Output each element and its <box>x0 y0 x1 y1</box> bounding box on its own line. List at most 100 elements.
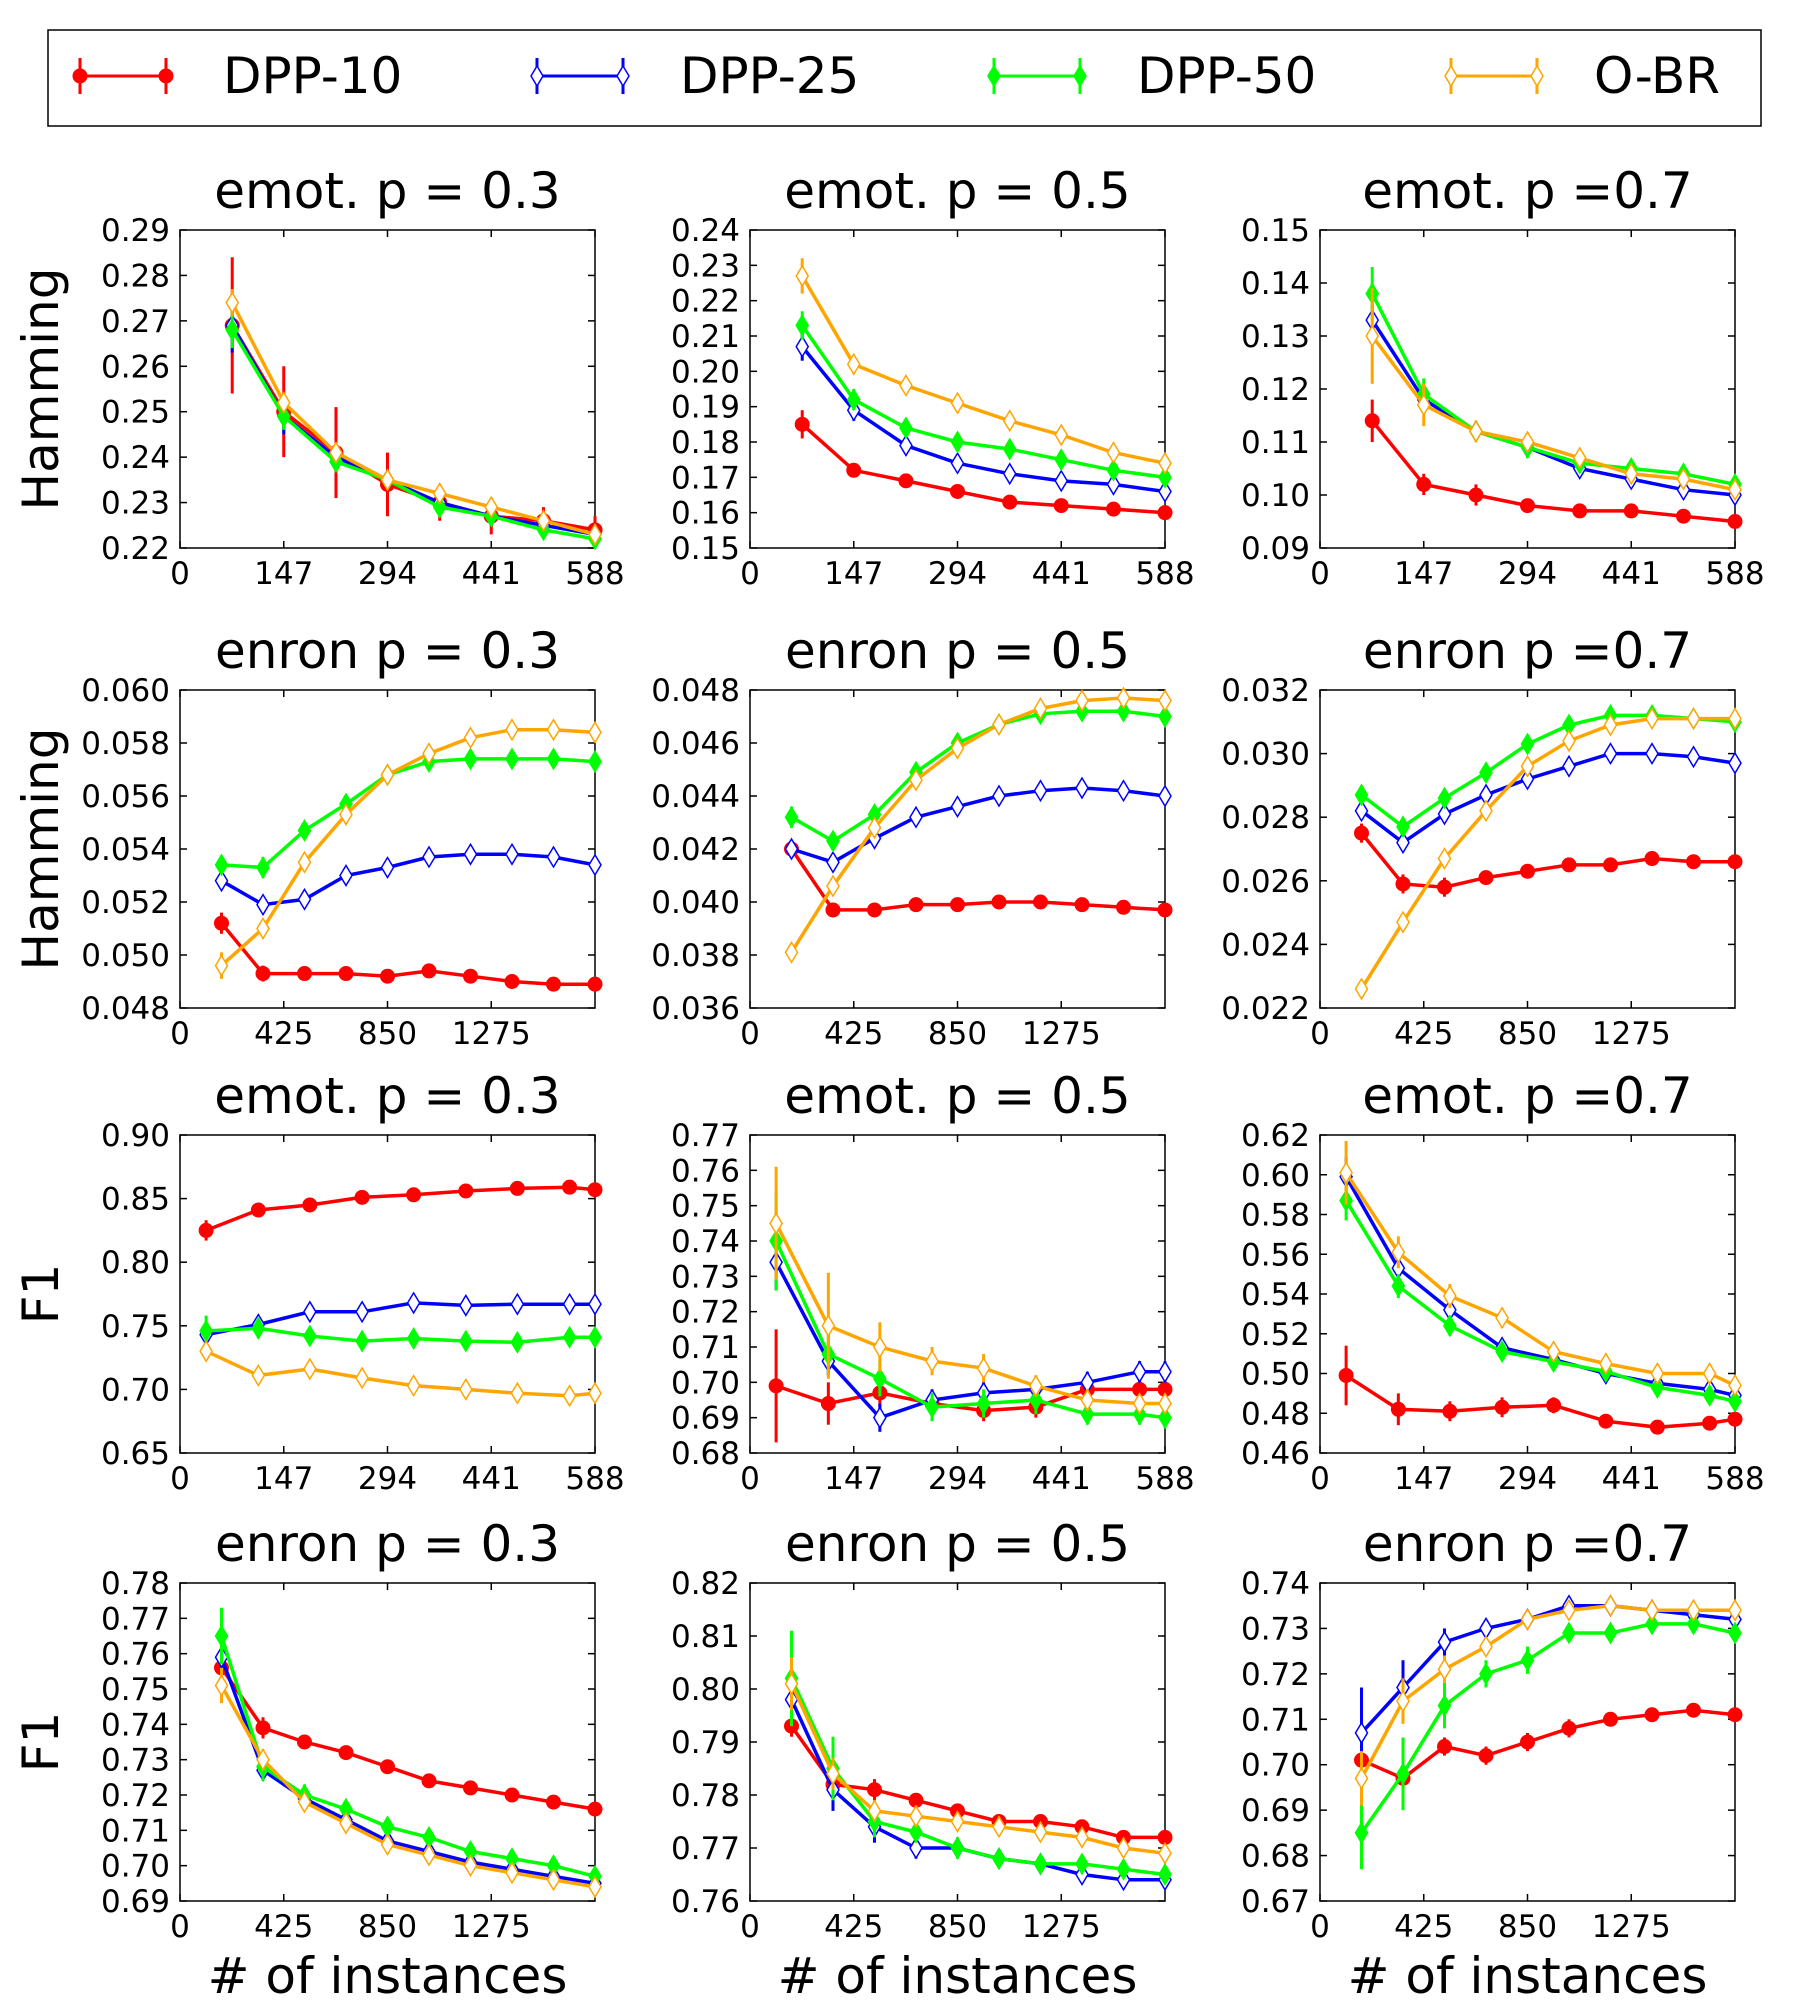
x-tick-label: 0 <box>170 1461 190 1497</box>
data-point <box>867 902 882 918</box>
data-point <box>509 1180 525 1196</box>
data-point <box>1080 1402 1095 1426</box>
x-tick-label: 0 <box>1310 1909 1330 1945</box>
data-point <box>1728 478 1742 502</box>
data-point <box>355 1329 369 1353</box>
y-tick-label: 0.82 <box>671 1566 740 1602</box>
series-line <box>1370 419 1736 524</box>
y-tick-label: 0.13 <box>1241 319 1310 355</box>
data-point <box>1728 1621 1742 1645</box>
data-point <box>784 837 799 861</box>
series-dpp-50 <box>199 1315 602 1354</box>
data-point <box>1080 1388 1095 1412</box>
data-point <box>992 1847 1006 1871</box>
y-tick-label: 0.70 <box>101 1849 170 1885</box>
x-tick-label: 1275 <box>1592 1909 1671 1945</box>
y-tick-label: 0.72 <box>101 1778 170 1814</box>
data-point <box>1561 857 1577 873</box>
y-tick-label: 0.76 <box>671 1884 740 1920</box>
y-tick-label: 0.65 <box>101 1436 170 1472</box>
data-point <box>329 441 343 465</box>
x-tick-label: 0 <box>740 1461 760 1497</box>
x-tick-label: 294 <box>928 1461 987 1497</box>
data-point <box>1561 1720 1577 1736</box>
y-tick-label: 0.74 <box>671 1224 740 1260</box>
x-tick-label: 850 <box>928 1909 987 1945</box>
data-point <box>562 1384 577 1408</box>
data-point <box>1002 409 1017 433</box>
y-tick-label: 0.71 <box>1241 1702 1310 1738</box>
series-line <box>1360 1603 1736 1735</box>
series-line <box>206 1326 595 1345</box>
data-point <box>1702 1362 1717 1385</box>
y-tick-label: 0.044 <box>651 779 740 815</box>
y-tick-label: 0.69 <box>1241 1793 1310 1829</box>
data-point <box>1728 1598 1742 1622</box>
data-point <box>1106 472 1121 496</box>
series-line <box>774 1261 1165 1420</box>
data-point <box>1572 446 1587 470</box>
data-point <box>1728 1389 1742 1413</box>
data-point <box>909 1804 923 1828</box>
legend-marker <box>72 68 88 84</box>
y-tick-label: 0.028 <box>1221 800 1310 836</box>
series-line <box>219 1656 596 1886</box>
data-point <box>795 264 810 288</box>
series-dpp-25 <box>214 842 602 917</box>
data-point <box>1598 1352 1613 1376</box>
series-o-br <box>214 718 602 979</box>
data-point <box>297 850 312 874</box>
series-line <box>219 1684 596 1889</box>
legend-label: DPP-10 <box>223 47 402 105</box>
data-point <box>458 1293 473 1317</box>
data-point <box>1116 1836 1131 1860</box>
y-tick-label: 0.16 <box>671 496 740 532</box>
data-point <box>950 736 965 760</box>
data-point <box>463 968 478 984</box>
data-point <box>1075 776 1089 800</box>
y-tick-label: 0.67 <box>1241 1884 1310 1920</box>
y-tick-label: 0.048 <box>81 991 170 1027</box>
data-point <box>297 887 312 911</box>
data-point <box>1416 476 1432 492</box>
series-o-br <box>1339 1140 1742 1397</box>
data-point <box>1468 487 1484 503</box>
x-axis-label: # of instances <box>778 1947 1138 2000</box>
x-tick-label: 0 <box>170 556 190 592</box>
data-point <box>354 1189 370 1205</box>
legend-label: O-BR <box>1594 47 1720 105</box>
chart-title: enron p =0.7 <box>1363 622 1692 680</box>
series-line <box>790 696 1166 954</box>
y-tick-label: 0.042 <box>651 832 740 868</box>
series-o-br <box>784 686 1172 964</box>
data-point <box>1479 1662 1493 1686</box>
chart-title: enron p = 0.5 <box>785 1515 1130 1573</box>
chart-panel: enron p = 0.5 0.036 0.038 0.040 0.042 0.044 0.… <box>651 622 1173 1052</box>
y-tick-label: 0.046 <box>651 726 740 762</box>
x-tick-label: 294 <box>358 556 417 592</box>
data-point <box>992 1815 1006 1839</box>
data-point <box>950 897 965 913</box>
y-tick-label: 0.79 <box>671 1725 740 1761</box>
data-point <box>1437 879 1452 895</box>
series-line <box>1359 1603 1735 1780</box>
data-point <box>795 335 810 359</box>
y-tick-label: 0.030 <box>1221 737 1310 773</box>
y-tick-label: 0.52 <box>1241 1317 1310 1353</box>
data-point <box>1354 825 1369 841</box>
data-point <box>588 853 602 877</box>
data-point <box>1649 1419 1665 1435</box>
data-point <box>925 1349 939 1373</box>
series-o-br <box>769 1166 1172 1415</box>
data-point <box>1603 1594 1618 1618</box>
data-point <box>1364 413 1380 429</box>
data-point <box>422 845 436 869</box>
data-point <box>339 803 353 827</box>
data-point <box>546 718 561 742</box>
data-point <box>406 1187 422 1203</box>
data-point <box>768 1378 784 1394</box>
data-point <box>1645 1612 1659 1636</box>
legend-entry: DPP-50 <box>987 47 1316 105</box>
chart-panel: enron p = 0.3 0.048 0.050 0.052 0.054 0.056 0.… <box>12 622 603 1052</box>
